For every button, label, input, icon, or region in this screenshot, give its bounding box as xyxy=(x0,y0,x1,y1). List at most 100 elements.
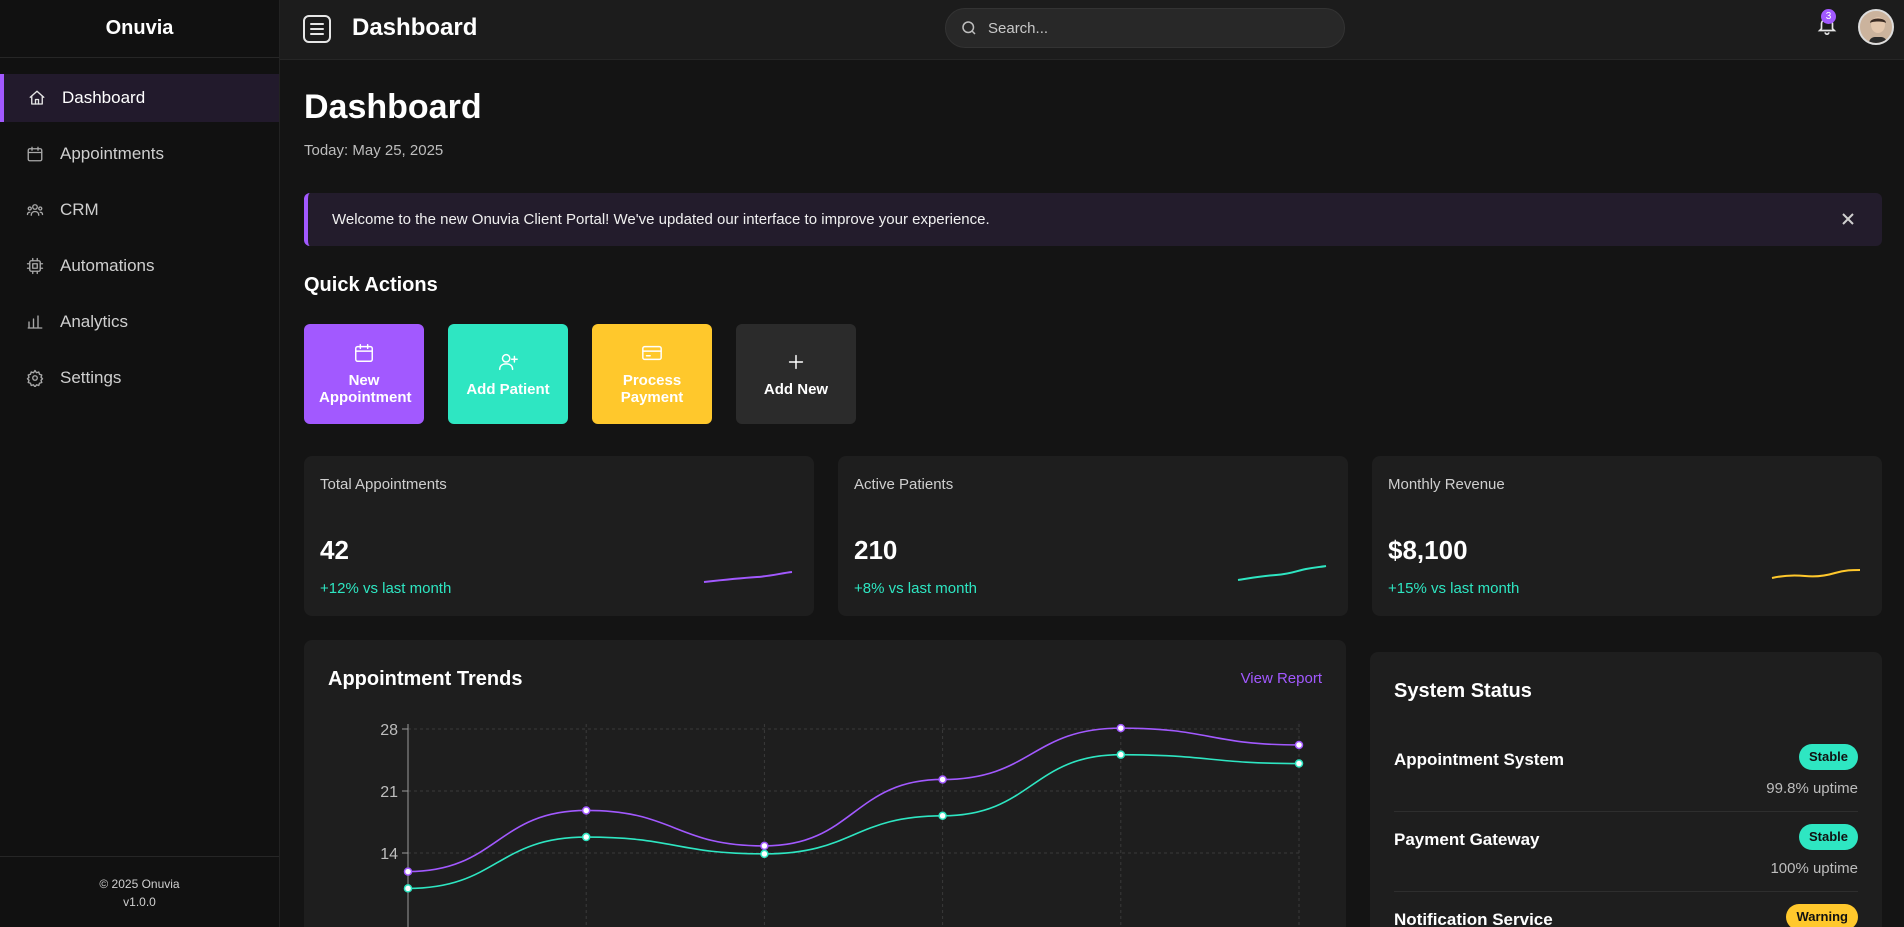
stat-change: +8% vs last month xyxy=(854,580,977,597)
series-line-0 xyxy=(407,727,1300,873)
add-patient-button[interactable]: Add Patient xyxy=(448,324,568,424)
plus-icon xyxy=(788,354,804,369)
menu-icon xyxy=(310,28,324,30)
trends-title: Appointment Trends xyxy=(328,668,523,690)
quick-action-label: Process Payment xyxy=(620,372,684,406)
notification-badge: 3 xyxy=(1821,9,1836,24)
search-icon xyxy=(962,21,976,35)
sidebar-item-label: Dashboard xyxy=(62,88,146,107)
version-text: v1.0.0 xyxy=(123,895,156,909)
calendar-icon xyxy=(355,344,373,362)
avatar-image xyxy=(1860,11,1892,43)
brand-logo[interactable]: Onuvia xyxy=(0,0,279,58)
stat-card-monthly-revenue: Monthly Revenue $8,100 +15% vs last mont… xyxy=(1372,456,1882,616)
cpu-icon xyxy=(26,257,44,275)
add-new-button[interactable]: Add New xyxy=(736,324,856,424)
stat-label: Monthly Revenue xyxy=(1388,476,1505,493)
calendar-icon xyxy=(27,146,43,162)
status-row: Notification Service Warning xyxy=(1394,892,1858,927)
sidebar: Onuvia Dashboard Appointments CRM Automa… xyxy=(0,0,280,927)
banner-close-button[interactable] xyxy=(1838,209,1858,229)
series-line-1 xyxy=(407,753,1300,890)
search-input[interactable] xyxy=(988,19,1308,37)
sidebar-item-dashboard[interactable]: Dashboard xyxy=(0,74,279,122)
stat-label: Active Patients xyxy=(854,476,954,493)
search-bar[interactable] xyxy=(945,8,1345,48)
gear-icon xyxy=(26,369,44,387)
close-icon xyxy=(1842,213,1854,225)
data-point xyxy=(938,775,947,784)
page-title: Dashboard xyxy=(304,88,482,126)
stat-value: 210 xyxy=(854,535,898,565)
sidebar-item-settings[interactable]: Settings xyxy=(0,354,279,402)
process-payment-button[interactable]: Process Payment xyxy=(592,324,712,424)
menu-toggle-button[interactable] xyxy=(303,15,331,43)
data-point xyxy=(403,867,413,876)
status-badge: Stable xyxy=(1798,744,1858,770)
sidebar-item-crm[interactable]: CRM xyxy=(0,186,279,234)
stat-change: +12% vs last month xyxy=(320,580,452,597)
quick-actions: New Appointment Add Patient Process Paym… xyxy=(304,324,856,424)
data-point xyxy=(938,811,947,821)
stat-card-active-patients: Active Patients 210 +8% vs last month xyxy=(838,456,1348,616)
new-appointment-button[interactable]: New Appointment xyxy=(304,324,424,424)
data-point xyxy=(581,832,591,842)
system-status-title: System Status xyxy=(1394,680,1532,702)
stat-card-total-appointments: Total Appointments 42 +12% vs last month xyxy=(304,456,814,616)
banner-text: Welcome to the new Onuvia Client Portal!… xyxy=(332,211,990,228)
user-plus-icon xyxy=(499,353,518,370)
uptime-text: 99.8% uptime xyxy=(1766,780,1858,797)
sparkline xyxy=(1237,565,1327,581)
quick-action-label: New Appointment xyxy=(319,372,412,406)
status-badge: Stable xyxy=(1798,824,1858,850)
data-point xyxy=(1294,759,1304,768)
sidebar-item-label: Settings xyxy=(60,368,122,387)
data-point xyxy=(760,849,769,859)
appointment-trends-card: Appointment Trends View Report 14 21 28 xyxy=(304,640,1346,927)
status-row: Appointment System Stable 99.8% uptime xyxy=(1394,732,1858,812)
sidebar-item-label: Appointments xyxy=(60,144,164,163)
sparkline xyxy=(703,571,793,583)
sidebar-footer: © 2025 Onuvia v1.0.0 xyxy=(0,856,279,927)
y-tick-label: 14 xyxy=(380,846,398,863)
header-title: Dashboard xyxy=(352,14,478,41)
users-icon xyxy=(26,204,44,216)
sidebar-item-appointments[interactable]: Appointments xyxy=(0,130,279,178)
page-date: Today: May 25, 2025 xyxy=(304,142,444,159)
appointment-trends-chart: 14 21 28 xyxy=(380,722,1304,927)
status-row: Payment Gateway Stable 100% uptime xyxy=(1394,812,1858,892)
sparkline xyxy=(1771,569,1861,579)
menu-icon xyxy=(310,23,324,25)
quick-actions-title: Quick Actions xyxy=(304,274,438,296)
top-header: Dashboard 3 xyxy=(280,0,1904,60)
quick-action-label: Add Patient xyxy=(466,380,550,398)
sidebar-item-automations[interactable]: Automations xyxy=(0,242,279,290)
data-point xyxy=(1116,723,1126,733)
data-point xyxy=(581,806,591,815)
data-point xyxy=(760,841,769,851)
stat-value: 42 xyxy=(320,535,349,565)
uptime-text: 100% uptime xyxy=(1770,860,1858,877)
home-icon xyxy=(29,90,45,105)
menu-icon xyxy=(310,33,324,35)
sidebar-item-label: CRM xyxy=(60,200,99,219)
welcome-banner: Welcome to the new Onuvia Client Portal!… xyxy=(304,193,1882,246)
service-name: Payment Gateway xyxy=(1394,830,1540,849)
sidebar-item-label: Analytics xyxy=(60,312,129,331)
y-tick-label: 28 xyxy=(380,722,398,739)
sidebar-item-label: Automations xyxy=(60,256,155,275)
sidebar-nav: Dashboard Appointments CRM Automations A… xyxy=(0,74,279,402)
service-name: Notification Service xyxy=(1394,910,1553,927)
avatar[interactable] xyxy=(1858,9,1894,45)
stat-change: +15% vs last month xyxy=(1388,580,1520,597)
data-point xyxy=(403,884,413,893)
data-point xyxy=(1116,750,1126,759)
sidebar-item-analytics[interactable]: Analytics xyxy=(0,298,279,346)
status-badge: Warning xyxy=(1786,904,1858,927)
data-point xyxy=(1294,740,1304,750)
stats-row: Total Appointments 42 +12% vs last month… xyxy=(304,456,1882,616)
service-name: Appointment System xyxy=(1394,750,1565,769)
system-status-card: System Status Appointment System Stable … xyxy=(1370,652,1882,927)
y-tick-label: 21 xyxy=(380,784,398,801)
view-report-link[interactable]: View Report xyxy=(1240,670,1322,687)
